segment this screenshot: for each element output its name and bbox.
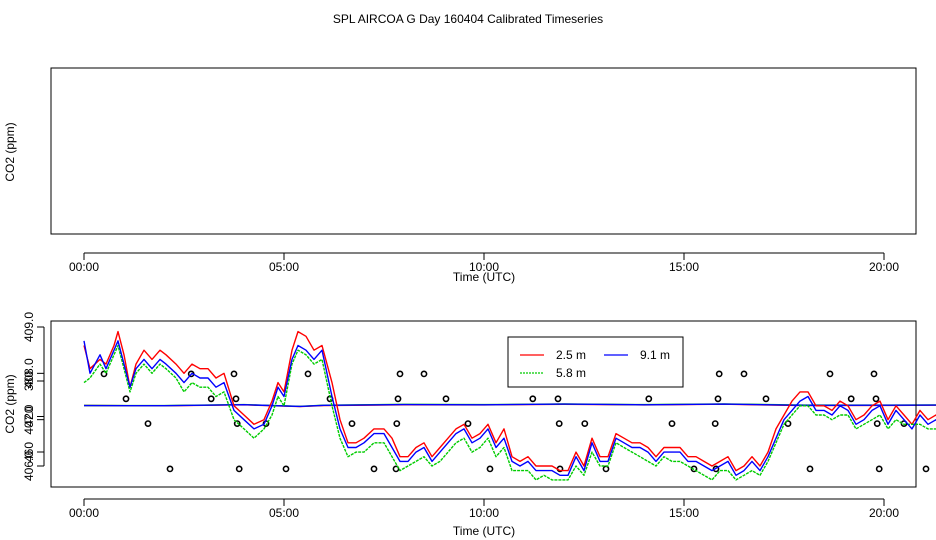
top-x-axis: 00:00 05:00 10:00 15:00 20:00: [69, 252, 899, 274]
bottom-y-axis: 406.0 407.0 408.0 409.0: [22, 312, 45, 481]
bottom-x-axis: 00:00 05:00 10:00 15:00 20:00: [69, 498, 899, 520]
calibration-point: [420, 370, 428, 378]
calibration-point: [486, 465, 494, 473]
calibration-point: [668, 420, 676, 427]
calibration-point: [875, 465, 883, 473]
calibration-point: [826, 370, 834, 378]
x-tick-label: 20:00: [869, 506, 899, 520]
calibration-point: [581, 420, 589, 427]
y-tick-label: 380: [22, 371, 36, 391]
calibration-point: [715, 370, 723, 378]
calibration-point: [740, 370, 748, 378]
x-tick-label: 00:00: [69, 260, 99, 274]
y-tick-label: 406.0: [22, 451, 36, 481]
bottom-panel-frame: [50, 320, 917, 488]
top-panel-frame: [50, 67, 917, 235]
legend-label-2-5m: 2.5 m: [556, 348, 586, 362]
calibration-point: [348, 420, 356, 427]
calibration-point: [282, 465, 290, 473]
x-tick-label: 00:00: [69, 506, 99, 520]
legend-label-9-1m: 9.1 m: [640, 348, 670, 362]
calibration-point: [144, 420, 152, 427]
calibration-point: [394, 395, 402, 403]
y-tick-label: 408.0: [22, 358, 36, 388]
calibration-point: [847, 395, 855, 403]
series-line-9-1-m: [83, 340, 936, 476]
calibration-point: [712, 465, 720, 473]
bottom-x-axis-label: Time (UTC): [453, 524, 515, 538]
calibration-point: [207, 395, 215, 403]
top-series-lines: [83, 403, 936, 408]
calibration-point: [529, 395, 537, 403]
calibration-point: [873, 420, 881, 427]
calibration-point: [554, 395, 562, 403]
calibration-point: [370, 465, 378, 473]
series-line-5-8-m: [83, 344, 936, 481]
calibration-point: [230, 370, 238, 378]
top-panel-calibration-plot: 00:00 05:00 10:00 15:00 20:00 380 420 460 Time…: [3, 67, 936, 473]
calibration-point: [122, 395, 130, 403]
x-tick-label: 05:00: [269, 260, 299, 274]
calibration-point: [806, 465, 814, 473]
x-tick-label: 15:00: [669, 506, 699, 520]
calibration-point: [396, 370, 404, 378]
calibration-point: [711, 420, 719, 427]
y-tick-label: 460: [22, 442, 36, 462]
bottom-panel-timeseries-plot: 00:00 05:00 10:00 15:00 20:00 406.0 407.0 408.…: [3, 312, 936, 538]
bottom-y-axis-label: CO2 (ppm): [3, 374, 17, 433]
calibration-point: [762, 395, 770, 403]
series-line-2: [83, 403, 936, 408]
calibration-point: [784, 420, 792, 427]
y-tick-label: 409.0: [22, 312, 36, 342]
x-tick-label: 05:00: [269, 506, 299, 520]
calibration-point: [232, 395, 240, 403]
calibration-point: [870, 370, 878, 378]
calibration-point: [235, 465, 243, 473]
x-tick-label: 15:00: [669, 260, 699, 274]
x-tick-label: 10:00: [469, 506, 499, 520]
calibration-point: [393, 420, 401, 427]
x-tick-label: 10:00: [469, 260, 499, 274]
legend: 2.5 m 9.1 m 5.8 m: [507, 336, 684, 388]
calibration-point: [690, 465, 698, 473]
calibration-point: [442, 395, 450, 403]
calibration-point: [872, 395, 880, 403]
top-y-axis-label: CO2 (ppm): [3, 122, 17, 181]
calibration-point: [392, 465, 400, 473]
y-tick-label: 420: [22, 406, 36, 426]
bottom-series-lines: [83, 330, 936, 481]
series-line-2-5-m: [83, 330, 936, 472]
calibration-point: [464, 420, 472, 427]
calibration-point: [602, 465, 610, 473]
calibration-point: [922, 465, 930, 473]
calibration-point: [233, 420, 241, 427]
y-tick-label: 407.0: [22, 404, 36, 434]
calibration-point: [645, 395, 653, 403]
calibration-point: [714, 395, 722, 403]
top-x-axis-label: Time (UTC): [453, 270, 515, 284]
legend-box: [507, 336, 684, 388]
figure-title: SPL AIRCOA G Day 160404 Calibrated Times…: [333, 12, 603, 26]
calibration-point: [555, 420, 563, 427]
calibration-point: [166, 465, 174, 473]
x-tick-label: 20:00: [869, 260, 899, 274]
legend-label-5-8m: 5.8 m: [556, 366, 586, 380]
calibration-point: [304, 370, 312, 378]
